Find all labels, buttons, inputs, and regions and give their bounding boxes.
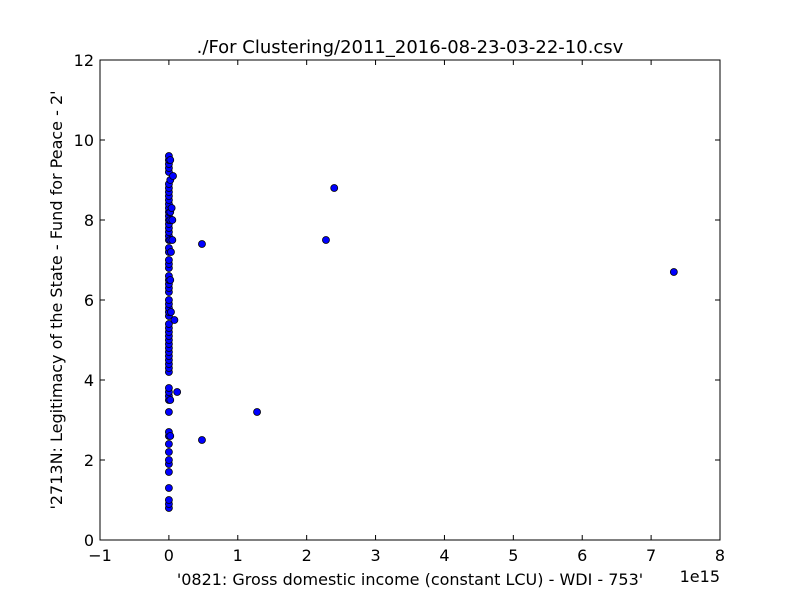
y-axis-label: '2713N: Legitimacy of the State - Fund f…: [47, 90, 66, 509]
data-point: [167, 248, 175, 256]
x-tick-label: 2: [302, 546, 312, 565]
data-point: [166, 396, 175, 404]
y-tick-label: 12: [74, 51, 94, 70]
y-tick-label: 2: [84, 451, 94, 470]
data-point: [322, 236, 330, 244]
data-points: [164, 152, 678, 512]
x-tick-label: 3: [370, 546, 380, 565]
x-tick-label: 4: [439, 546, 449, 565]
x-axis-ticks: −1 0 1 2 3 4 5 6 7 8: [88, 60, 725, 565]
y-tick-label: 8: [84, 211, 94, 230]
data-point: [167, 308, 175, 316]
data-point: [167, 204, 176, 212]
data-point: [164, 408, 173, 416]
x-tick-label: −1: [88, 546, 112, 565]
data-point: [164, 320, 173, 328]
y-tick-label: 10: [74, 131, 94, 150]
data-point: [253, 408, 261, 416]
data-point: [164, 448, 173, 456]
data-point: [166, 432, 175, 440]
data-point: [198, 240, 206, 248]
data-point: [164, 496, 173, 504]
x-tick-label: 0: [164, 546, 174, 565]
x-tick-label: 6: [577, 546, 587, 565]
data-point: [166, 156, 175, 164]
data-point: [166, 276, 175, 284]
data-point: [164, 296, 173, 304]
y-axis-ticks: 0 2 4 6 8 10 12: [74, 51, 720, 550]
x-axis-offset-label: 1e15: [680, 567, 720, 586]
data-point: [164, 384, 173, 392]
data-point: [164, 468, 173, 476]
data-point: [198, 436, 206, 444]
chart-title: ./For Clustering/2011_2016-08-23-03-22-1…: [197, 37, 624, 58]
x-tick-label: 8: [715, 546, 725, 565]
y-tick-label: 4: [84, 371, 94, 390]
data-point: [169, 172, 177, 180]
x-axis-label: '0821: Gross domestic income (constant L…: [177, 570, 643, 589]
plot-area: [100, 60, 720, 540]
x-tick-label: 5: [508, 546, 518, 565]
y-tick-label: 6: [84, 291, 94, 310]
data-point: [164, 256, 173, 264]
y-tick-label: 0: [84, 531, 94, 550]
x-tick-label: 1: [233, 546, 243, 565]
data-point: [164, 456, 173, 464]
data-point: [173, 388, 182, 396]
data-point: [168, 236, 177, 244]
data-point: [669, 268, 678, 276]
data-point: [170, 316, 179, 324]
data-point: [164, 440, 173, 448]
data-point: [164, 484, 173, 492]
data-point: [168, 216, 177, 224]
data-point: [330, 184, 339, 192]
x-tick-label: 7: [646, 546, 656, 565]
